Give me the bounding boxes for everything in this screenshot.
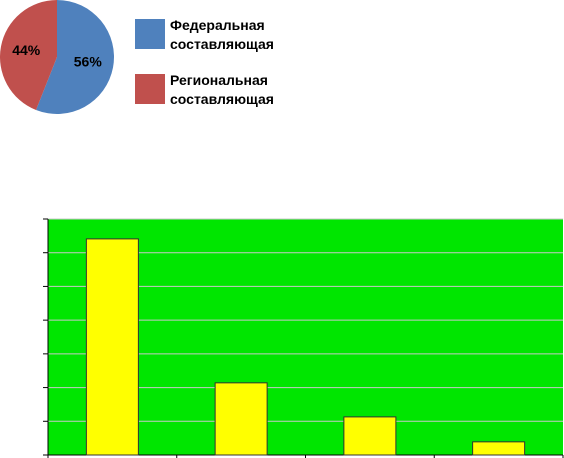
data-label: 44% [12,42,41,58]
pie-slice [0,0,57,110]
legend-label: Региональная составляющая [170,72,274,107]
bar [472,441,526,456]
legend-label: Федеральная составляющая [170,17,274,52]
pie-slice [36,0,114,114]
legend-swatch [135,74,165,104]
bar [85,238,139,456]
bar [214,382,268,456]
bar [343,416,397,456]
legend-swatch [135,19,165,49]
data-label: 56% [74,54,103,70]
